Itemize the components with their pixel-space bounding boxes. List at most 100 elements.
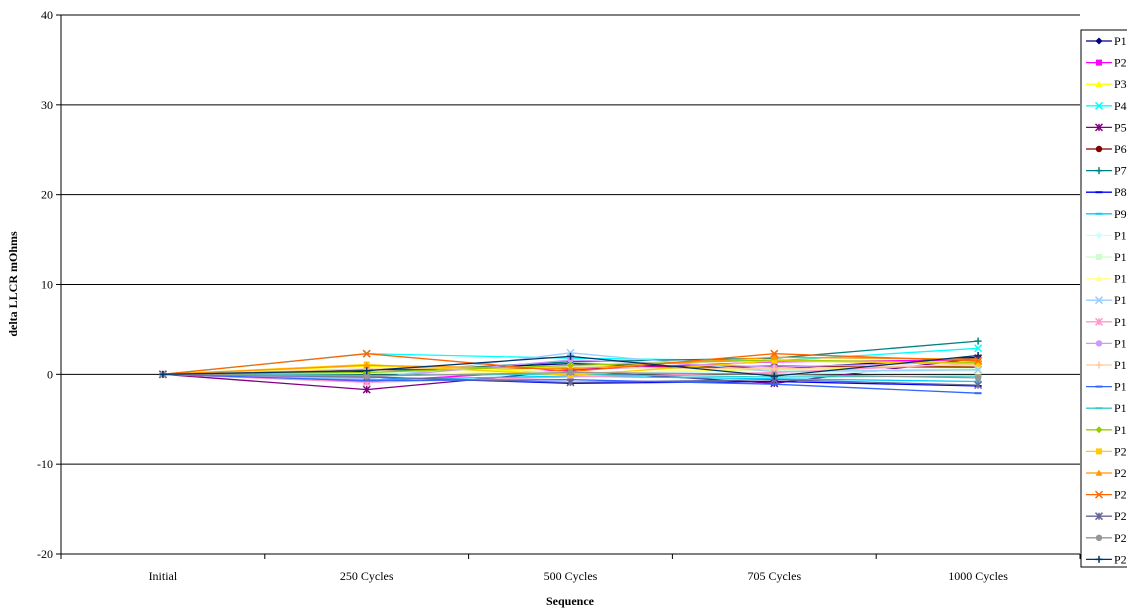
series-p25 [159,351,982,380]
legend-label: P10 [1114,228,1127,242]
data-point [974,381,983,390]
legend-marker [1095,469,1103,476]
data-point [566,378,575,387]
legend-marker [1095,231,1103,239]
legend-marker [1095,145,1103,153]
legend-marker [1094,512,1104,521]
legend-item: P21 [1086,466,1127,480]
legend-label: P9 [1114,207,1127,221]
plot-area [56,14,1081,559]
legend-item: P3 [1086,77,1127,91]
legend-label: P24 [1114,531,1127,545]
legend-label: P17 [1114,380,1127,394]
data-point [567,352,574,360]
legend-item: P18 [1086,401,1127,415]
legend-label: P23 [1114,509,1127,523]
legend-label: P8 [1114,185,1127,199]
legend-label: P16 [1114,358,1127,372]
legend-item: P2 [1086,56,1127,70]
x-tick-label: 1000 Cycles [948,569,1008,583]
data-point [974,344,983,353]
legend-item: P10 [1086,228,1127,242]
legend-label: P11 [1114,250,1127,264]
legend-item: P4 [1086,99,1127,113]
legend-label: P5 [1114,120,1127,134]
legend-marker [1095,534,1103,541]
legend-marker [1095,340,1103,347]
legend-label: P13 [1114,293,1127,307]
legend-label: P19 [1114,423,1127,437]
legend-label: P21 [1114,466,1127,480]
legend-label: P4 [1114,99,1127,113]
data-point [566,348,575,357]
legend-item: P7 [1086,164,1127,178]
legend-label: P2 [1114,56,1127,70]
legend-item: P15 [1086,336,1127,350]
axes [56,14,1081,559]
legend-label: P6 [1114,142,1127,156]
legend-item: P24 [1086,531,1127,545]
legend-marker [1094,317,1104,326]
legend-label: P22 [1114,488,1127,502]
data-point [770,349,779,358]
y-tick-label: 40 [41,8,53,22]
y-axis-title: delta LLCR mOhms [6,231,20,337]
legend-marker [1095,167,1103,175]
y-tick-label: -10 [37,457,53,471]
x-tick-label: 250 Cycles [340,569,394,583]
data-point [567,361,574,369]
data-point [567,369,574,376]
legend-box [1080,29,1127,568]
legend-marker [1094,123,1104,132]
y-tick-label: -20 [37,547,53,561]
data-point [363,372,370,380]
legend-marker [1095,426,1103,434]
legend-marker [1095,361,1103,369]
legend-item: P17 [1086,380,1127,394]
legend-marker [1094,490,1104,499]
data-point [363,361,371,369]
data-point [771,357,778,364]
legend-item: P16 [1086,358,1127,372]
x-tick-labels: Initial 250 Cycles 500 Cycles 705 Cycles 100… [149,569,1009,583]
legend-label: P14 [1114,315,1127,329]
legend-label: P25 [1114,552,1127,566]
legend-marker [1094,101,1104,110]
data-point [363,367,371,375]
legend-item: P6 [1086,142,1127,156]
data-point [974,374,982,382]
legend-item: P9 [1086,207,1127,221]
legend-label: P15 [1114,336,1127,350]
x-tick-label: Initial [149,569,178,583]
legend-item: P23 [1086,509,1127,523]
data-point [974,365,983,374]
legend-label: P18 [1114,401,1127,415]
legend-item: P5 [1086,120,1127,134]
legend-marker [1095,275,1103,282]
legend-item: P20 [1086,444,1127,458]
legend-label: P20 [1114,444,1127,458]
legend-marker [1095,80,1103,87]
legend-item: P1 [1086,34,1127,48]
legend-item: P22 [1086,488,1127,502]
data-point [974,351,982,359]
legend-label: P12 [1114,272,1127,286]
y-tick-labels: -20 -10 0 10 20 30 40 [37,8,53,561]
series-layer [158,337,983,395]
legend-item: P11 [1086,250,1127,264]
y-tick-label: 0 [47,367,53,381]
y-tick-label: 20 [41,188,53,202]
legend-item: P14 [1086,315,1127,329]
data-point [974,356,983,365]
data-point [974,368,982,375]
x-axis-title: Sequence [546,594,595,608]
legend-item: P13 [1086,293,1127,307]
legend-label: P1 [1114,34,1127,48]
legend-marker [1094,296,1104,305]
data-point [975,360,982,367]
legend-label: P3 [1114,77,1127,91]
data-point [362,349,371,358]
data-point [770,353,778,361]
x-tick-label: 500 Cycles [544,569,598,583]
